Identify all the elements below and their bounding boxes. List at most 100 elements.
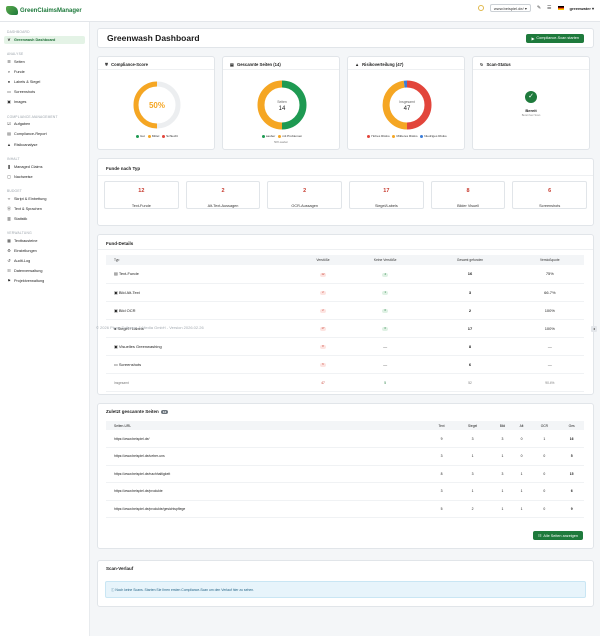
cell-k: 5: [345, 373, 425, 392]
table-row[interactable]: https://www.beispiel.de/ueber-uns 3 1 1 0 0 5: [106, 447, 584, 466]
sidebar-item[interactable]: ⚑ Projektverwaltung: [4, 277, 85, 286]
finding-type-box[interactable]: 2 OCR-Aussagen: [267, 181, 343, 209]
list-icon[interactable]: ☰: [547, 5, 552, 11]
edit-icon[interactable]: ✎: [536, 5, 542, 11]
column-header: Seiten-URL: [106, 421, 430, 430]
total-value: 47: [321, 380, 325, 385]
table-row[interactable]: https://www.beispiel.de/nachhaltigkeit 8 3…: [106, 465, 584, 483]
cell-value: —: [383, 343, 388, 349]
cell-k: —: [345, 355, 425, 374]
sidebar-item[interactable]: ▥ Statistik: [4, 215, 85, 224]
count-cell: 3: [429, 482, 454, 501]
sidebar-item[interactable]: ▦ Textbausteine: [4, 237, 85, 246]
finding-type-box[interactable]: 8 Bilder Visuell: [430, 181, 506, 209]
count-cell: 0: [529, 447, 560, 466]
cell-value: —: [383, 361, 388, 367]
sidebar-item[interactable]: ☑ Aufgaben: [4, 120, 85, 129]
page-url[interactable]: https://www.beispiel.de/nachhaltigkeit: [106, 465, 430, 483]
card-title: Scan-Verlauf: [106, 566, 134, 571]
slice-sauber: [281, 80, 307, 130]
ok-pill: 1: [382, 290, 388, 295]
findings-by-type-card: Funde nach Typ 12 Text-Funde 2 Alt-Text-Aus…: [97, 158, 594, 226]
table-row[interactable]: https://www.beispiel.de/9 3 3 0 1 16: [106, 430, 584, 448]
sidebar-item[interactable]: ⌕ Funde: [4, 68, 85, 77]
page-url[interactable]: https://www.beispiel.de/produkte/gesicht…: [106, 500, 430, 518]
finding-type-box[interactable]: 6 Screenshots: [512, 181, 588, 209]
start-scan-button[interactable]: ▶ Compliance-Scan starten: [526, 33, 584, 43]
flag-de-icon[interactable]: [557, 6, 564, 10]
sidebar-item-label: Managed Claims: [14, 164, 43, 169]
sidebar-item[interactable]: ☷ Datenverwaltung: [4, 267, 85, 276]
sidebar-item[interactable]: ▭ Screenshots: [4, 88, 85, 97]
sidebar-item[interactable]: ▢ Nachweise: [4, 172, 85, 181]
risk-distribution-card: ▲ Risikoverteilung (47) Insgesamt 47 Hohe…: [347, 56, 465, 150]
cell-v: 2: [299, 301, 346, 320]
sidebar-item-label: Funde: [14, 69, 25, 74]
count-cell: 3: [429, 447, 454, 466]
site-select[interactable]: www.beispiel.de/ ▾: [489, 4, 531, 12]
column-header: Ges: [559, 421, 584, 430]
project-icon: ⚑: [7, 278, 11, 284]
sidebar-item[interactable]: ↺ Audit-Log: [4, 257, 85, 266]
status-circle-icon[interactable]: [477, 5, 484, 11]
sidebar-item[interactable]: ▣ Images: [4, 98, 85, 107]
finding-type-box[interactable]: 12 Text-Funde: [104, 181, 179, 209]
page-url[interactable]: https://www.beispiel.de/ueber-uns: [106, 447, 430, 466]
table-row: ▣ Bild Alt-Text 2 1 3 66.7%: [106, 283, 584, 302]
legend: Hohes Risiko Mittleres Risiko Niedriges …: [348, 134, 464, 138]
finding-type-box[interactable]: 17 Siegel/Labels: [349, 181, 424, 209]
sidebar-item[interactable]: ❦ Greenwash Dashboard: [4, 35, 85, 45]
column-header: Bild: [491, 421, 514, 430]
violation-pill: 17: [319, 326, 327, 331]
cell-q: —: [515, 355, 584, 374]
show-all-pages-label: Alle Seiten anzeigen: [543, 533, 578, 538]
sidebar-section-label: ANALYSE: [7, 52, 24, 57]
table-row[interactable]: https://www.beispiel.de/produkte 3 1 1 1 0 6: [106, 482, 584, 501]
count-cell: 1: [491, 500, 514, 518]
legend-dot-orange: [147, 134, 151, 138]
cell-k: 0: [345, 319, 425, 338]
violation-pill: 2: [320, 290, 326, 295]
page-url[interactable]: https://www.beispiel.de/produkte: [106, 482, 430, 501]
sidebar-item[interactable]: ❚ Managed Claims: [4, 162, 85, 171]
user-menu[interactable]: greenwater ▾: [569, 5, 594, 11]
search-icon: ⌕: [7, 68, 11, 74]
seal-icon: ●: [114, 325, 118, 331]
table-row[interactable]: https://www.beispiel.de/produkte/gesicht…: [106, 500, 584, 518]
sidebar-item[interactable]: ▲ Risikoanalyse: [4, 140, 85, 149]
tasks-icon: ☑: [7, 121, 11, 127]
evidence-icon: ▢: [7, 173, 11, 179]
cell-q: 66.7%: [515, 283, 584, 302]
sidebar-item[interactable]: ⚙ Einstellungen: [4, 247, 85, 256]
cell-g: 3: [424, 283, 516, 302]
cell-value: 66.7%: [544, 289, 556, 295]
clean-ratio: 50% sauber: [274, 141, 288, 144]
row-type: Text-Funde: [118, 271, 139, 277]
sidebar-item-label: Images: [14, 100, 27, 105]
legend-dot-red: [162, 134, 166, 138]
translate-icon: Ⓐ: [7, 205, 11, 211]
sidebar-item-label: Datenverwaltung: [14, 269, 43, 274]
sidebar-item[interactable]: ‹› Skript & Einbettung: [4, 195, 85, 204]
image-icon: ▣: [114, 289, 119, 295]
legend-dot-red: [367, 134, 371, 138]
count-cell: 1: [491, 447, 514, 466]
play-icon: ▶: [531, 36, 535, 41]
sidebar-item[interactable]: ● Labels & Siegel: [4, 78, 85, 87]
cell-g: 16: [424, 265, 516, 284]
warning-icon: ▲: [355, 62, 360, 67]
sidebar-item[interactable]: ▤ Compliance-Report: [4, 130, 85, 139]
count-cell: 6: [559, 482, 584, 501]
card-title: Funde nach Typ: [98, 159, 593, 176]
show-all-pages-button[interactable]: ☷ Alle Seiten anzeigen: [532, 531, 583, 540]
cell-value: —: [547, 361, 552, 367]
collapse-handle-icon[interactable]: ◂: [591, 326, 597, 332]
page-url[interactable]: https://www.beispiel.de/: [106, 430, 430, 448]
row-type: Insgesamt: [114, 380, 129, 385]
sidebar-item[interactable]: ☰ Seiten: [4, 58, 85, 67]
legend-label: Schlecht: [166, 134, 179, 138]
finding-type-box[interactable]: 2 Alt-Text-Aussagen: [185, 181, 261, 209]
sidebar-item[interactable]: Ⓐ Text & Sprachen: [4, 205, 85, 214]
bookmark-icon: ❚: [7, 163, 11, 169]
logo[interactable]: GreenClaimsManager: [6, 6, 82, 15]
